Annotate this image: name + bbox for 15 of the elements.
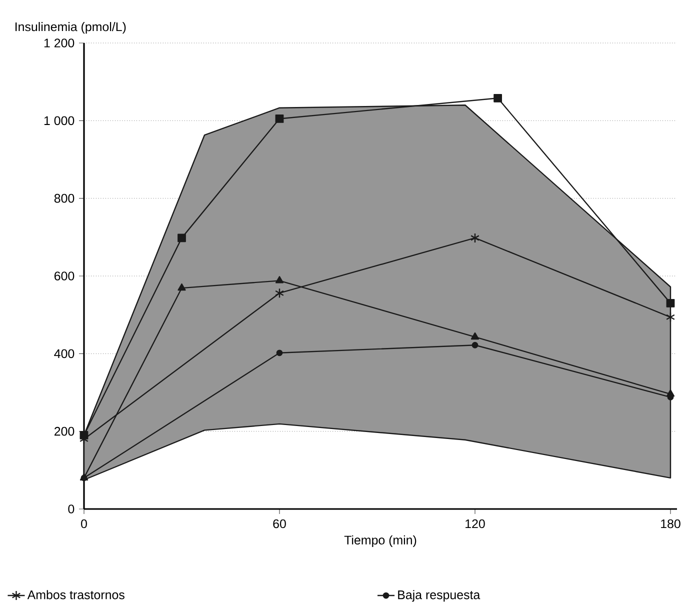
- x-tick-label: 0: [81, 519, 87, 528]
- y-tick-label: 400: [54, 349, 74, 358]
- y-axis-title: Insulinemia (pmol/L): [16, 22, 126, 34]
- y-tick-label: 200: [54, 426, 74, 436]
- legend-label: Baja respuesta: [398, 590, 480, 602]
- x-tick-label: 60: [273, 519, 286, 528]
- y-tick-label: 1 000: [44, 116, 74, 126]
- legend-label: Ambos trastornos: [27, 590, 124, 600]
- x-tick-label: 120: [466, 519, 485, 528]
- y-tick-label: 800: [54, 194, 74, 203]
- x-tick-label: 180: [661, 519, 680, 528]
- y-tick-label: 1 200: [44, 38, 74, 48]
- y-tick-label: 600: [54, 272, 74, 280]
- x-axis-title: Tiempo (min): [344, 535, 416, 547]
- y-tick-label: 0: [68, 504, 74, 514]
